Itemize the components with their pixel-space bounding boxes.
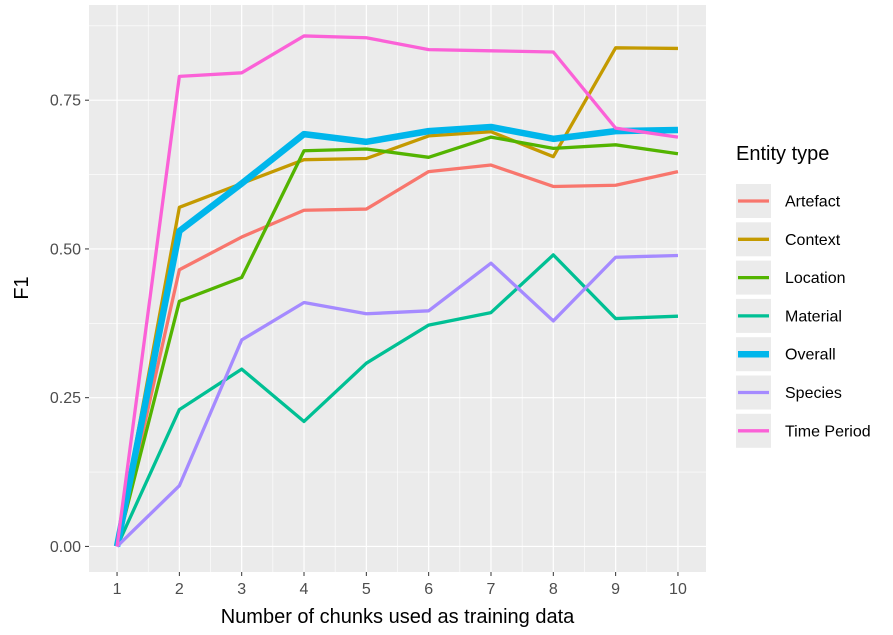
series-line-overall [113, 123, 679, 548]
y-tick-label: 0.75 [50, 93, 81, 110]
x-tick-label: 10 [669, 581, 687, 598]
series-line-time-period [115, 34, 679, 547]
x-tick-label: 2 [175, 581, 184, 598]
x-tick-label: 5 [362, 581, 371, 598]
legend-label-overall: Overall [785, 347, 836, 364]
legend-label-context: Context [785, 232, 841, 249]
legend-label-material: Material [785, 308, 842, 325]
series-line-material [115, 253, 679, 548]
legend-label-time-period: Time Period [785, 423, 871, 440]
x-tick-label: 9 [611, 581, 620, 598]
y-tick-label: 0.00 [50, 539, 81, 556]
series-line-species [115, 253, 679, 548]
x-axis-ticks: 1 2 3 4 5 6 7 8 9 10 [113, 572, 687, 598]
legend-label-artefact: Artefact [785, 194, 841, 211]
series-line-context [115, 46, 678, 547]
legend: Entity type Artefact Context Location Mater… [736, 143, 871, 448]
series-lines [113, 34, 679, 548]
x-tick-label: 6 [424, 581, 433, 598]
y-tick-label: 0.25 [50, 390, 81, 407]
y-tick-label: 0.50 [50, 241, 81, 258]
series-line-location [115, 135, 679, 547]
legend-title: Entity type [736, 143, 829, 165]
x-tick-label: 3 [237, 581, 246, 598]
series-line-artefact [115, 163, 679, 547]
x-tick-label: 7 [487, 581, 496, 598]
x-axis-title: Number of chunks used as training data [221, 606, 575, 628]
legend-label-location: Location [785, 270, 846, 287]
x-tick-label: 1 [113, 581, 122, 598]
x-tick-label: 4 [300, 581, 309, 598]
legend-label-species: Species [785, 385, 842, 402]
y-axis-title: F1 [11, 276, 33, 299]
x-tick-label: 8 [549, 581, 558, 598]
y-axis-ticks: 0.00 0.25 0.50 0.75 [50, 93, 89, 556]
